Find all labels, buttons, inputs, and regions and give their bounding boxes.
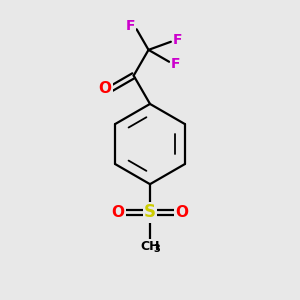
Text: CH: CH [140,240,160,253]
Text: O: O [175,205,188,220]
Text: F: F [171,57,180,71]
Text: O: O [99,82,112,97]
Text: O: O [112,205,125,220]
Text: 3: 3 [153,244,160,254]
Text: F: F [172,33,182,47]
Text: F: F [125,19,135,33]
Text: S: S [144,203,156,221]
